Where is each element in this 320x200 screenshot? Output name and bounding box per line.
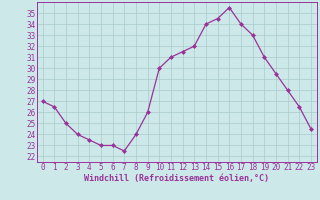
X-axis label: Windchill (Refroidissement éolien,°C): Windchill (Refroidissement éolien,°C) bbox=[84, 174, 269, 183]
